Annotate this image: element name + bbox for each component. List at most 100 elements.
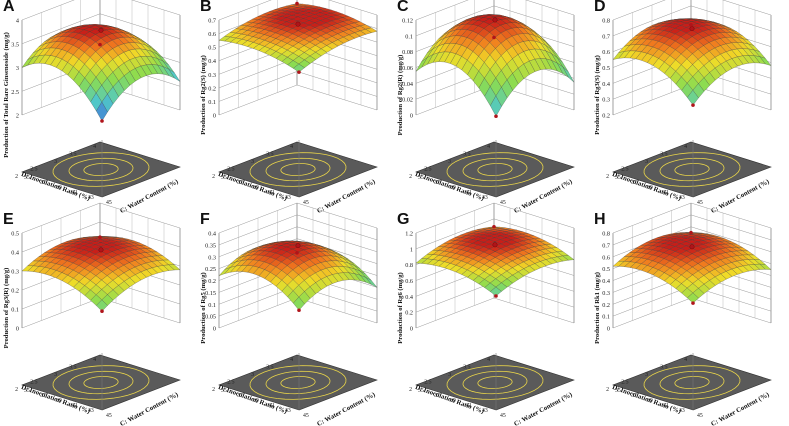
y-tick-label: 4 — [93, 357, 96, 363]
x-tick-label: 41 — [72, 403, 78, 409]
y-tick-label: 2 — [212, 387, 215, 393]
contour-line — [659, 157, 725, 182]
z-axis-label: Production of Rg6 (mg/g) — [397, 272, 404, 344]
design-point — [100, 309, 104, 313]
x-tick-label: 35 — [221, 175, 227, 181]
y-tick-label: 2.5 — [30, 167, 37, 173]
z-tick-label: 0.02 — [402, 97, 413, 104]
z-tick-label: 3 — [16, 65, 19, 72]
z-tick-label: 0.2 — [405, 310, 413, 317]
y-tick-label: 3.5 — [266, 365, 273, 371]
back-gridline — [218, 0, 378, 21]
design-point — [494, 114, 498, 119]
z-tick-label: 0 — [213, 326, 216, 333]
design-point — [295, 251, 299, 255]
x-tick-label: 41 — [663, 190, 669, 196]
surface-cell — [96, 101, 108, 122]
z-tick-label: 0.4 — [405, 294, 413, 301]
z-tick-label: 0.1 — [208, 302, 216, 309]
y-tick-label: 2 — [409, 387, 412, 393]
surface-cell — [490, 286, 502, 297]
x-tick-label: 41 — [269, 403, 275, 409]
surface-panel-f: F 0 0.05 0.1 0.15 0.2 0.25 0.3 0.35 0.4 Production… — [197, 202, 394, 426]
z-tick-label: 2.5 — [11, 89, 19, 96]
surface-plot: 0 0.05 0.1 0.15 0.2 0.25 0.3 0.35 0.4 Production … — [200, 202, 378, 426]
z-tick-label: 0.1 — [11, 307, 19, 314]
z-axis-label: Production of Rg3(S) (mg/g) — [594, 55, 601, 135]
x-tick-label: 39 — [450, 398, 456, 404]
y-tick-label: 3.5 — [463, 152, 470, 158]
contour-line — [52, 365, 150, 400]
z-tick-label: 0 — [213, 113, 216, 120]
surface-panel-e: E 0 0.1 0.2 0.3 0.4 0.5 Production of Rg3(R) (m… — [0, 202, 197, 426]
x-tick-label: 43 — [88, 408, 94, 414]
design-point — [691, 301, 695, 305]
surface-panel-b: B 0 0.1 0.2 0.3 0.4 0.5 0.6 0.7 Production of Rg2… — [197, 0, 394, 215]
z-tick-label: 0 — [607, 326, 610, 333]
x-tick-label: 35 — [615, 175, 621, 181]
z-tick-label: 0.3 — [602, 97, 610, 104]
surface-panel-g: G 0 0.2 0.4 0.6 0.8 1 1.2 Production of Rg6 (mg/… — [394, 202, 591, 426]
y-tick-label: 3 — [54, 372, 57, 378]
contour-floor — [21, 141, 181, 198]
x-tick-label: 37 — [631, 180, 637, 186]
design-point — [689, 230, 693, 235]
contour-floor — [218, 141, 378, 198]
surface-plot: 2 2.5 3 3.5 4 Production of Total Rare Ginsen… — [3, 0, 181, 215]
z-tick-label: 0.2 — [208, 278, 216, 285]
x-tick-label: 37 — [40, 180, 46, 186]
z-axis-label: Production of Rg2(R) (mg/g) — [397, 55, 404, 136]
contour-line — [446, 152, 544, 187]
y-tick-label: 3.5 — [660, 152, 667, 158]
contour-line — [265, 370, 331, 395]
z-tick-label: 0.2 — [208, 85, 216, 92]
design-point — [494, 294, 498, 298]
z-tick-label: 0.4 — [602, 81, 610, 88]
panel-label: D — [594, 0, 606, 15]
z-tick-label: 0.7 — [602, 33, 610, 40]
y-tick-label: 3 — [645, 372, 648, 378]
design-point — [297, 308, 301, 313]
x-tick-label: 41 — [466, 403, 472, 409]
z-tick-label: 0.1 — [208, 99, 216, 106]
back-gridline — [415, 0, 575, 21]
x-tick-label: 43 — [88, 195, 94, 201]
surface-plot: 0 0.2 0.4 0.6 0.8 1 1.2 Production of Rg6 (mg/g… — [397, 202, 575, 426]
z-tick-label: 0.7 — [208, 18, 216, 25]
back-gridline — [21, 0, 181, 21]
z-tick-label: 1 — [410, 246, 413, 253]
z-tick-label: 0.3 — [208, 254, 216, 261]
surface-plot: 0.2 0.3 0.4 0.5 0.6 0.7 0.8 Production of Rg3(S… — [594, 0, 772, 215]
x-tick-label: 35 — [418, 175, 424, 181]
y-tick-label: 4 — [487, 357, 490, 363]
x-tick-label: 43 — [285, 408, 291, 414]
panel-label: G — [397, 211, 410, 228]
y-tick-label: 3.5 — [660, 365, 667, 371]
y-tick-label: 2 — [212, 174, 215, 180]
x-tick-label: 39 — [253, 398, 259, 404]
design-point — [492, 35, 496, 40]
z-axis-label: Production of Rg3(R) (mg/g) — [3, 268, 10, 349]
z-tick-label: 0.8 — [405, 262, 413, 269]
back-gridline — [612, 0, 772, 21]
y-tick-label: 3.5 — [69, 152, 76, 158]
y-tick-label: 3 — [645, 159, 648, 165]
contour-floor — [415, 141, 575, 198]
y-tick-label: 4 — [290, 144, 293, 150]
y-tick-label: 4 — [684, 144, 687, 150]
x-tick-label: 43 — [679, 195, 685, 201]
surface-cell — [96, 299, 108, 312]
contour-line — [446, 365, 544, 400]
contour-line — [280, 376, 316, 389]
y-tick-label: 3 — [448, 372, 451, 378]
contour-floor — [415, 354, 575, 411]
y-tick-label: 2 — [15, 174, 18, 180]
contour-line — [52, 152, 150, 187]
contour-line — [643, 152, 741, 187]
contour-floor — [218, 354, 378, 411]
surface-plot: 0 0.1 0.2 0.3 0.4 0.5 0.6 0.7 0.8 Production of R… — [594, 202, 772, 426]
z-axis-label: Production of Rg2(S) (mg/g) — [200, 55, 207, 135]
design-point — [297, 70, 301, 74]
design-point-peak — [98, 247, 104, 253]
contour-line — [83, 163, 119, 176]
